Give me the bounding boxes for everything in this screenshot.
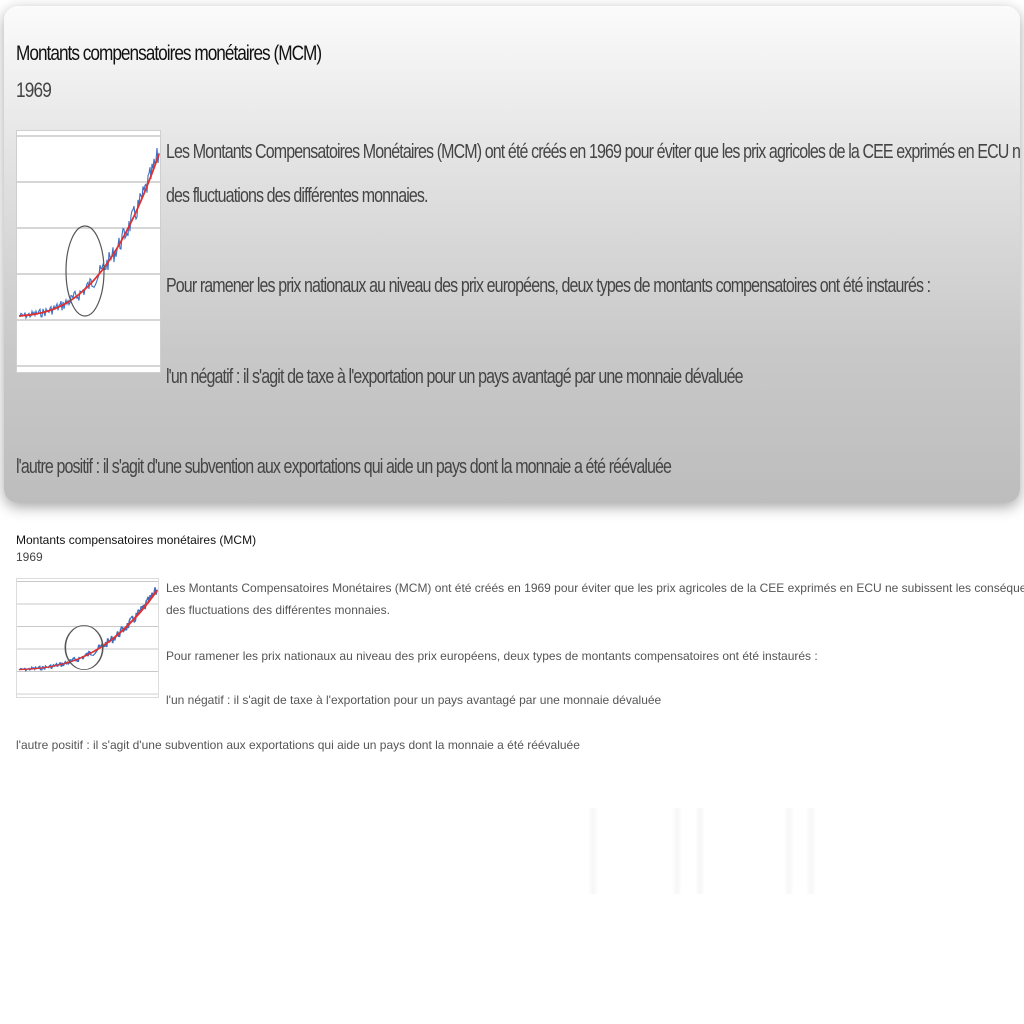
zoom-article-title: Montants compensatoires monétaires (MCM) bbox=[16, 42, 322, 65]
thumbnail-trend-line bbox=[18, 590, 159, 671]
thumbnail-trend-line bbox=[18, 153, 160, 317]
ghost-bar bbox=[806, 808, 816, 894]
paragraph-4: l'autre positif : il s'agit d'une subven… bbox=[16, 738, 580, 752]
ghost-bar bbox=[784, 808, 794, 894]
trend-chart-thumbnail-icon bbox=[17, 135, 160, 367]
zoom-paragraph-2: Pour ramener les prix nationaux au nivea… bbox=[166, 275, 931, 297]
paragraph-1-line-1: Les Montants Compensatoires Monétaires (… bbox=[166, 581, 1024, 595]
paragraph-1-line-2: des fluctuations des différentes monnaie… bbox=[166, 603, 390, 617]
ghost-bar bbox=[588, 808, 598, 894]
zoom-article-year: 1969 bbox=[16, 79, 52, 102]
paragraph-2: Pour ramener les prix nationaux au nivea… bbox=[166, 649, 818, 663]
zoom-paragraph-4: l'autre positif : il s'agit d'une subven… bbox=[16, 456, 672, 478]
ghost-bar bbox=[695, 808, 705, 894]
article-thumbnail[interactable] bbox=[16, 578, 159, 698]
trend-chart-thumbnail-icon bbox=[17, 580, 159, 695]
zoom-paragraph-3: l'un négatif : il s'agit de taxe à l'exp… bbox=[166, 366, 744, 388]
article-title[interactable]: Montants compensatoires monétaires (MCM) bbox=[16, 533, 257, 547]
zoom-preview-card: Montants compensatoires monétaires (MCM)… bbox=[4, 6, 1020, 503]
zoom-paragraph-1-line-1: Les Montants Compensatoires Monétaires (… bbox=[166, 141, 1020, 163]
thumbnail-noise-line bbox=[18, 587, 158, 672]
zoom-thumbnail bbox=[16, 130, 161, 373]
zoom-paragraph-1-line-2: des fluctuations des différentes monnaie… bbox=[166, 185, 428, 207]
article-year: 1969 bbox=[16, 550, 43, 564]
paragraph-3: l'un négatif : il s'agit de taxe à l'exp… bbox=[166, 693, 662, 707]
thumbnail-noise-line bbox=[18, 147, 160, 320]
ghost-bar bbox=[672, 808, 682, 894]
